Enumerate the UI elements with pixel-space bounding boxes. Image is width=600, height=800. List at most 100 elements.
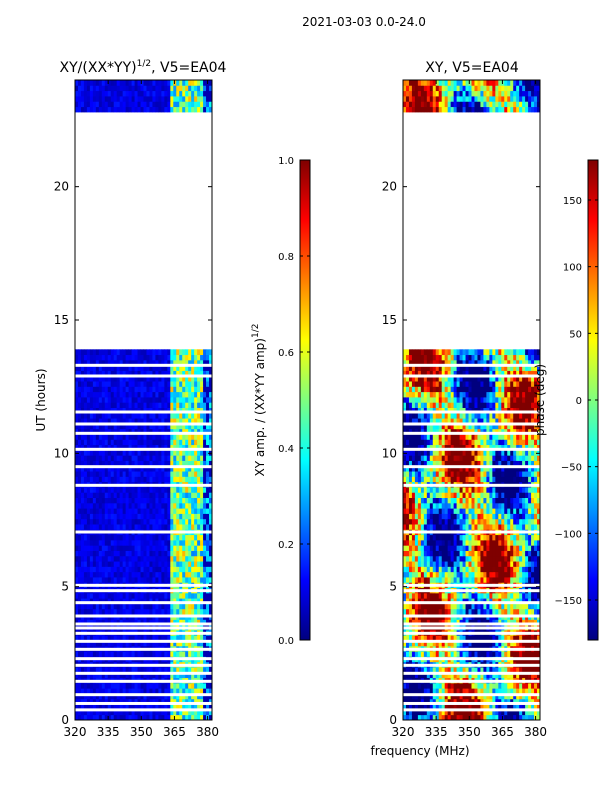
heatmap-cell <box>185 566 189 573</box>
heatmap-cell <box>462 698 466 705</box>
missing-data-gap <box>75 626 212 630</box>
heatmap-cell <box>155 487 159 493</box>
heatmap-cell <box>471 651 475 657</box>
heatmap-cell <box>164 407 168 414</box>
heatmap-cell <box>492 598 496 604</box>
heatmap-cell <box>140 518 144 525</box>
heatmap-cell <box>191 524 195 530</box>
heatmap-cell <box>86 539 91 546</box>
heatmap-cell <box>203 603 207 610</box>
heatmap-cell <box>107 555 112 562</box>
heatmap-cell <box>179 85 183 92</box>
amplitude-colorbar-label: XY amp. / (XX*YY amp)1/2 <box>251 324 267 477</box>
heatmap-cell <box>101 349 106 356</box>
heatmap-cell <box>104 396 109 403</box>
amplitude-panel-title: XY/(XX*YY)1/2, V5=EA04 <box>60 59 227 76</box>
heatmap-cell <box>113 497 118 504</box>
heatmap-cell <box>197 651 201 657</box>
heatmap-cell <box>441 619 446 626</box>
heatmap-cell <box>185 698 189 705</box>
heatmap-cell <box>92 106 97 113</box>
heatmap-cell <box>140 667 144 673</box>
heatmap-cell <box>98 365 103 371</box>
heatmap-cell <box>107 370 112 377</box>
heatmap-cell <box>420 561 425 567</box>
heatmap-cell <box>471 561 475 567</box>
heatmap-cell <box>510 619 514 626</box>
heatmap-cell <box>182 455 186 461</box>
heatmap-cell <box>75 598 79 604</box>
heatmap-cell <box>426 598 431 604</box>
heatmap-cell <box>86 497 91 504</box>
heatmap-cell <box>200 561 204 567</box>
heatmap-cell <box>185 592 189 599</box>
heatmap-cell <box>489 577 493 583</box>
heatmap-cell <box>158 693 162 700</box>
heatmap-cell <box>194 688 198 694</box>
heatmap-cell <box>188 545 192 551</box>
heatmap-cell <box>101 651 106 657</box>
heatmap-cell <box>146 714 150 720</box>
heatmap-cell <box>444 698 449 705</box>
heatmap-cell <box>107 423 112 430</box>
heatmap-cell <box>101 444 106 451</box>
heatmap-cell <box>504 688 508 694</box>
heatmap-cell <box>179 449 183 456</box>
heatmap-cell <box>179 386 183 393</box>
heatmap-cell <box>107 85 112 92</box>
heatmap-cell <box>450 651 455 657</box>
heatmap-cell <box>426 651 431 657</box>
heatmap-cell <box>119 359 124 366</box>
heatmap-cell <box>182 90 186 97</box>
heatmap-cell <box>203 534 207 541</box>
heatmap-cell <box>420 566 425 573</box>
heatmap-cell <box>149 508 153 514</box>
heatmap-cell <box>200 487 204 493</box>
heatmap-cell <box>441 640 446 647</box>
heatmap-cell <box>104 96 109 102</box>
heatmap-cell <box>525 598 529 604</box>
heatmap-cell <box>122 386 127 393</box>
heatmap-cell <box>459 693 463 700</box>
heatmap-cell <box>137 455 141 461</box>
heatmap-cell <box>113 455 118 461</box>
heatmap-cell <box>432 698 437 705</box>
heatmap-cell <box>182 85 186 92</box>
heatmap-cell <box>480 704 484 710</box>
heatmap-cell <box>161 396 165 403</box>
heatmap-cell <box>420 603 425 610</box>
heatmap-cell <box>95 497 100 504</box>
heatmap-cell <box>191 423 195 430</box>
heatmap-cell <box>122 508 127 514</box>
heatmap-cell <box>522 704 526 710</box>
heatmap-cell <box>176 698 180 705</box>
heatmap-cell <box>155 640 159 647</box>
heatmap-cell <box>140 381 144 387</box>
heatmap-cell <box>155 407 159 414</box>
heatmap-cell <box>495 672 499 679</box>
heatmap-cell <box>134 651 138 657</box>
heatmap-cell <box>77 423 82 430</box>
heatmap-cell <box>149 608 153 615</box>
heatmap-cell <box>80 434 85 440</box>
heatmap-cell <box>134 375 138 382</box>
heatmap-cell <box>188 365 192 371</box>
heatmap-cell <box>471 640 475 647</box>
heatmap-cell <box>483 688 487 694</box>
heatmap-cell <box>164 513 168 520</box>
heatmap-cell <box>191 608 195 615</box>
heatmap-cell <box>164 672 168 679</box>
heatmap-cell <box>173 651 177 657</box>
heatmap-cell <box>119 434 124 440</box>
heatmap-cell <box>152 524 156 530</box>
heatmap-cell <box>197 619 201 626</box>
heatmap-cell <box>405 709 410 716</box>
heatmap-cell <box>161 640 165 647</box>
heatmap-cell <box>441 592 446 599</box>
heatmap-cell <box>161 455 165 461</box>
heatmap-cell <box>417 672 422 679</box>
heatmap-cell <box>489 682 493 689</box>
heatmap-cell <box>203 667 207 673</box>
heatmap-cell <box>128 571 132 578</box>
heatmap-cell <box>161 693 165 700</box>
